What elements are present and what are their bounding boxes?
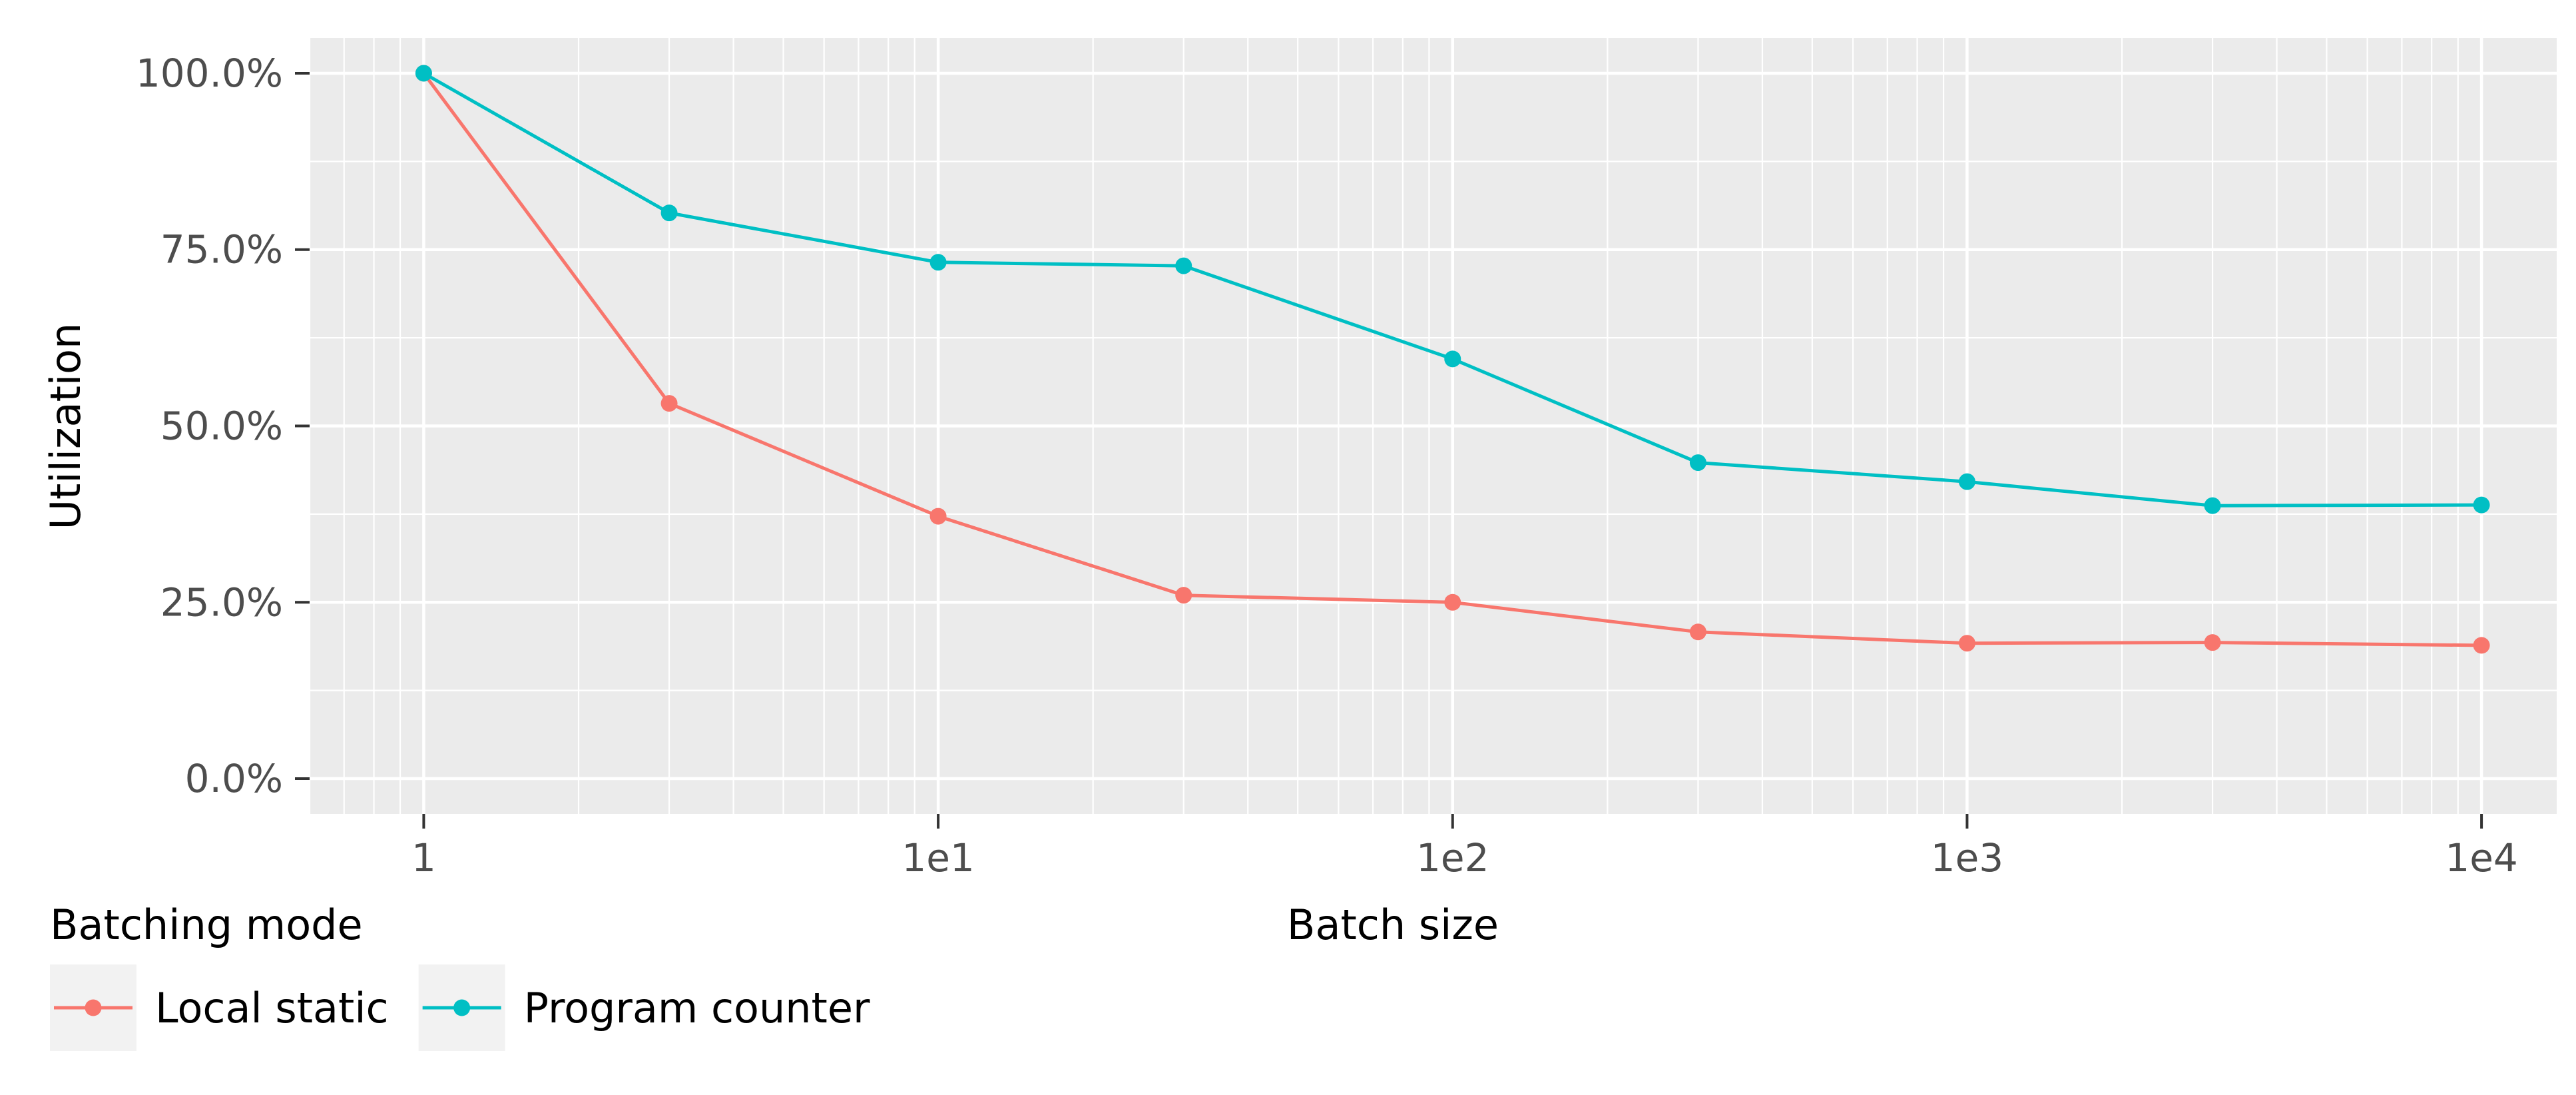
- y-tick-label: 25.0%: [160, 579, 283, 625]
- data-point: [929, 254, 947, 271]
- legend: Local static Program counter: [50, 964, 870, 1051]
- legend-title: Batching mode: [50, 901, 363, 949]
- y-axis-title: Utilization: [41, 323, 90, 530]
- data-point: [2204, 497, 2221, 514]
- y-tick-label: 75.0%: [160, 227, 283, 272]
- legend-label: Program counter: [524, 984, 870, 1032]
- x-tick-label: 1e2: [1416, 835, 1489, 881]
- x-tick-label: 1: [411, 835, 436, 881]
- data-point: [929, 508, 947, 525]
- legend-key-point: [85, 999, 102, 1016]
- series-program-counter: [415, 65, 2490, 514]
- data-point: [1689, 623, 1706, 641]
- data-point: [2473, 496, 2490, 514]
- legend-key-point: [453, 999, 471, 1016]
- series-layer: [415, 65, 2490, 654]
- x-axis: 1 1e1 1e2 1e3 1e4: [411, 814, 2518, 881]
- data-point: [660, 395, 678, 412]
- x-tick-label: 1e1: [902, 835, 975, 881]
- data-point: [660, 204, 678, 222]
- data-point: [1689, 454, 1706, 472]
- y-tick-label: 100.0%: [136, 51, 283, 96]
- legend-item: Local static: [50, 964, 389, 1051]
- y-tick-label: 0.0%: [185, 756, 283, 801]
- data-point: [1175, 587, 1192, 604]
- x-tick-label: 1e3: [1931, 835, 2004, 881]
- data-point: [2473, 637, 2490, 654]
- data-point: [1175, 257, 1192, 274]
- legend-label: Local static: [155, 984, 389, 1032]
- x-tick-label: 1e4: [2445, 835, 2518, 881]
- data-point: [1958, 473, 1975, 490]
- x-axis-title: Batch size: [1287, 901, 1499, 949]
- legend-item: Program counter: [418, 964, 870, 1051]
- y-axis: 0.0% 25.0% 50.0% 75.0% 100.0%: [136, 51, 310, 801]
- data-point: [1444, 593, 1461, 611]
- data-point: [2204, 634, 2221, 651]
- y-tick-label: 50.0%: [160, 404, 283, 449]
- data-point: [1444, 350, 1461, 368]
- data-point: [415, 65, 432, 82]
- series-local-static: [415, 65, 2490, 654]
- data-point: [1958, 635, 1975, 652]
